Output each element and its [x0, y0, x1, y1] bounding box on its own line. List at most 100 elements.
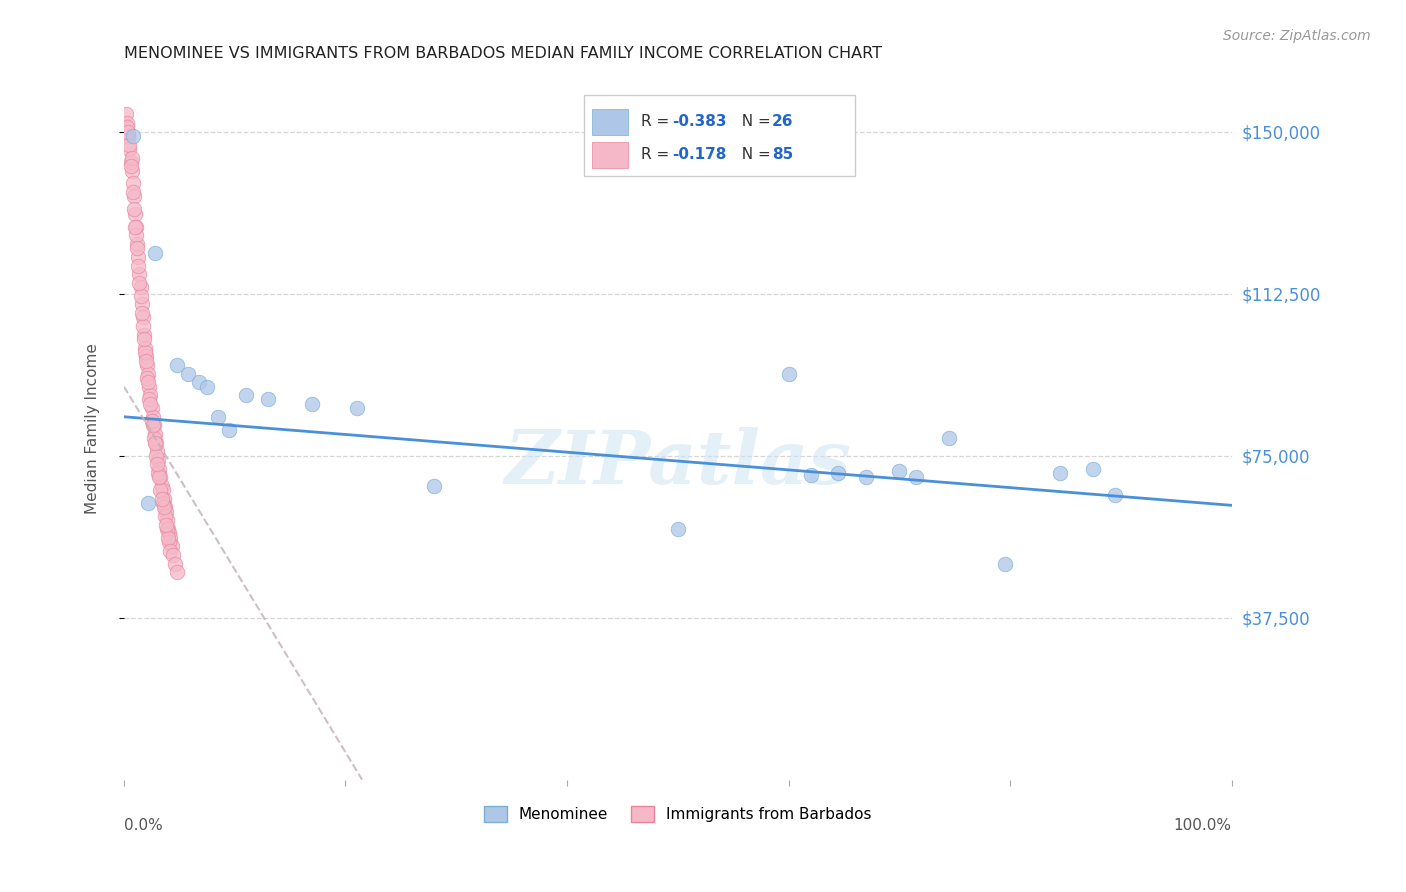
- Point: [143, 435, 166, 450]
- Text: R =: R =: [641, 114, 675, 129]
- Point: [148, 470, 170, 484]
- Point: [235, 388, 257, 402]
- Point: [125, 228, 148, 243]
- Text: 0.0%: 0.0%: [124, 818, 163, 833]
- Point: [301, 397, 323, 411]
- Point: [136, 375, 159, 389]
- Point: [135, 353, 157, 368]
- Point: [127, 241, 149, 255]
- Point: [121, 177, 143, 191]
- Point: [157, 522, 180, 536]
- Point: [142, 431, 165, 445]
- Point: [145, 435, 167, 450]
- Point: [177, 367, 200, 381]
- Point: [121, 163, 143, 178]
- Point: [148, 461, 170, 475]
- Point: [160, 540, 183, 554]
- Point: [120, 155, 142, 169]
- Point: [150, 479, 173, 493]
- Point: [153, 509, 176, 524]
- Text: 26: 26: [772, 114, 793, 129]
- Point: [138, 379, 160, 393]
- Point: [146, 457, 169, 471]
- Point: [125, 219, 148, 234]
- Point: [122, 189, 145, 203]
- Point: [121, 185, 143, 199]
- Point: [800, 468, 823, 483]
- Point: [207, 409, 229, 424]
- Point: [150, 491, 173, 506]
- Point: [132, 310, 155, 325]
- Point: [145, 449, 167, 463]
- Point: [142, 418, 165, 433]
- Point: [132, 327, 155, 342]
- Point: [162, 548, 184, 562]
- Point: [121, 151, 143, 165]
- Point: [157, 535, 180, 549]
- Point: [157, 531, 180, 545]
- Text: -0.178: -0.178: [672, 147, 727, 162]
- Point: [131, 306, 153, 320]
- Point: [139, 388, 162, 402]
- Y-axis label: Median Family Income: Median Family Income: [86, 343, 100, 514]
- Point: [1104, 487, 1126, 501]
- FancyBboxPatch shape: [592, 109, 628, 136]
- Point: [115, 107, 138, 121]
- Point: [141, 414, 163, 428]
- Legend: Menominee, Immigrants from Barbados: Menominee, Immigrants from Barbados: [478, 800, 877, 828]
- Point: [163, 557, 186, 571]
- Point: [156, 513, 179, 527]
- Text: N =: N =: [733, 147, 776, 162]
- Point: [138, 392, 160, 407]
- Point: [136, 367, 159, 381]
- Text: 100.0%: 100.0%: [1174, 818, 1232, 833]
- Text: -0.383: -0.383: [672, 114, 727, 129]
- Point: [778, 367, 800, 381]
- Point: [134, 345, 156, 359]
- Point: [121, 128, 143, 143]
- FancyBboxPatch shape: [583, 95, 855, 176]
- Point: [132, 332, 155, 346]
- Point: [152, 496, 174, 510]
- Point: [155, 505, 177, 519]
- Point: [127, 250, 149, 264]
- Point: [131, 297, 153, 311]
- Point: [152, 491, 174, 506]
- Point: [904, 470, 927, 484]
- Point: [153, 500, 176, 515]
- Point: [127, 259, 149, 273]
- Point: [149, 470, 172, 484]
- Point: [148, 453, 170, 467]
- Text: R =: R =: [641, 147, 675, 162]
- Point: [166, 566, 188, 580]
- Point: [118, 142, 141, 156]
- Point: [118, 137, 141, 152]
- Text: N =: N =: [733, 114, 776, 129]
- Point: [993, 557, 1015, 571]
- Point: [143, 427, 166, 442]
- Point: [122, 202, 145, 217]
- Point: [938, 431, 960, 445]
- Text: ZIPatlas: ZIPatlas: [505, 427, 851, 500]
- Point: [136, 496, 159, 510]
- Point: [115, 116, 138, 130]
- Point: [117, 128, 139, 143]
- Text: MENOMINEE VS IMMIGRANTS FROM BARBADOS MEDIAN FAMILY INCOME CORRELATION CHART: MENOMINEE VS IMMIGRANTS FROM BARBADOS ME…: [124, 46, 882, 62]
- Point: [155, 517, 177, 532]
- Point: [117, 125, 139, 139]
- Point: [124, 219, 146, 234]
- Point: [666, 522, 689, 536]
- Point: [195, 379, 218, 393]
- FancyBboxPatch shape: [592, 142, 628, 169]
- Point: [346, 401, 368, 416]
- Point: [146, 444, 169, 458]
- Point: [129, 280, 152, 294]
- Point: [128, 276, 150, 290]
- Text: Source: ZipAtlas.com: Source: ZipAtlas.com: [1223, 29, 1371, 43]
- Point: [159, 531, 181, 545]
- Point: [257, 392, 280, 407]
- Point: [127, 237, 149, 252]
- Point: [152, 500, 174, 515]
- Point: [142, 409, 165, 424]
- Point: [889, 464, 911, 478]
